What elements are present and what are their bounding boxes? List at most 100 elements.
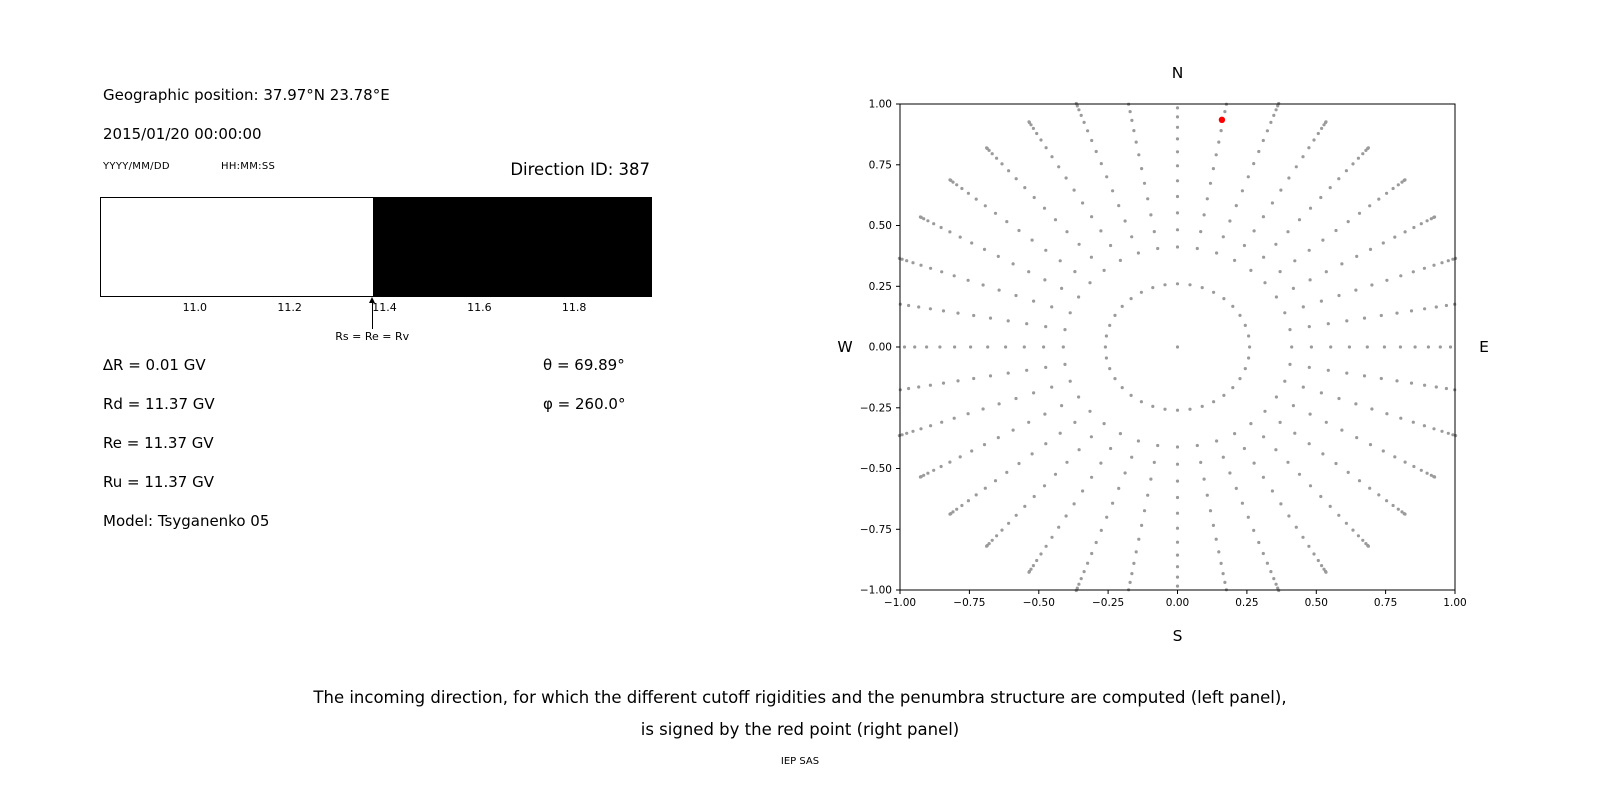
direction-dot (1094, 149, 1098, 154)
direction-dot (1050, 535, 1054, 539)
direction-dot (1064, 176, 1068, 180)
direction-dot (1328, 504, 1332, 508)
direction-dot (1347, 345, 1351, 349)
direction-dot (941, 381, 946, 385)
direction-dot (1434, 305, 1438, 309)
direction-dot (1272, 113, 1276, 117)
compass-east-label: E (1479, 338, 1489, 356)
direction-dot (1151, 404, 1155, 408)
direction-dot (1088, 409, 1092, 413)
direction-dot (1351, 528, 1355, 532)
direction-dot (1007, 169, 1011, 173)
direction-dot (1108, 323, 1112, 327)
direction-dot (1050, 305, 1054, 309)
direction-dot (1175, 575, 1180, 579)
direction-dot (1105, 515, 1109, 519)
direction-dot (1233, 258, 1237, 262)
direction-dot (993, 211, 998, 215)
direction-dot (1223, 580, 1227, 585)
compass-south-label: S (1173, 627, 1183, 645)
direction-dot (983, 204, 987, 208)
direction-dot (1120, 304, 1124, 308)
footer-credit: IEP SAS (780, 756, 820, 767)
direction-dot (1381, 241, 1385, 245)
direction-dot (1130, 235, 1134, 239)
direction-dot (1090, 475, 1094, 479)
direction-dot (1261, 551, 1265, 556)
direction-dot (1419, 468, 1423, 472)
direction-dot (918, 215, 922, 219)
direction-dot (1288, 362, 1292, 366)
direction-dot (1007, 521, 1011, 525)
direction-dot (1042, 345, 1046, 349)
direction-dot (1214, 537, 1218, 541)
direction-dot (1175, 164, 1180, 168)
y-tick-label: −0.75 (860, 524, 892, 536)
direction-dot (1454, 256, 1458, 260)
direction-dot (1263, 409, 1267, 413)
direction-dot (1079, 113, 1083, 117)
direction-dot (1307, 544, 1311, 548)
direction-dot (952, 274, 956, 278)
direction-dot (1329, 345, 1333, 349)
direction-dot (929, 424, 933, 428)
direction-dot (1297, 472, 1302, 476)
direction-dot (1354, 402, 1358, 406)
direction-dot (1240, 501, 1244, 505)
direction-dot (1081, 489, 1085, 493)
direction-dot (1152, 230, 1156, 234)
direction-dot (1195, 246, 1199, 251)
direction-dot (1090, 138, 1094, 143)
direction-dot (1354, 288, 1358, 292)
direction-dot (1050, 385, 1054, 389)
direction-dot (1211, 523, 1215, 527)
direction-dot (1433, 215, 1437, 219)
direction-dot (1044, 442, 1048, 446)
direction-dot (1261, 138, 1265, 143)
direction-dot (919, 427, 923, 431)
direction-dot (1269, 570, 1273, 574)
direction-dot (1345, 371, 1349, 375)
direction-dot (918, 475, 922, 479)
direction-dot (1393, 235, 1397, 239)
direction-dot (1175, 445, 1180, 449)
direction-dot (1357, 211, 1362, 215)
direction-dot (1175, 228, 1180, 232)
direction-dot (1265, 561, 1269, 565)
direction-dot (1022, 345, 1026, 349)
direction-dot (1379, 376, 1383, 381)
direction-dot (932, 468, 936, 472)
direction-dot (1326, 322, 1330, 326)
direction-dot (1086, 129, 1090, 133)
direction-dot (1366, 146, 1370, 150)
direction-dot (1316, 131, 1320, 136)
direction-dot (1400, 180, 1404, 184)
direction-dot (1175, 584, 1180, 588)
direction-dot (1357, 479, 1362, 483)
direction-dot (1454, 434, 1458, 438)
direction-dot (1202, 477, 1206, 481)
direction-dot (1063, 362, 1067, 366)
direction-dot (1017, 228, 1021, 233)
direction-dot (1123, 471, 1127, 475)
direction-dot (1312, 552, 1316, 556)
direction-dot (1403, 460, 1407, 464)
direction-dot (1089, 435, 1093, 439)
direction-dot (1058, 431, 1062, 435)
direction-dot (1109, 243, 1113, 248)
geo-position-label: Geographic position: 37.97°N 23.78°E (103, 86, 390, 104)
direction-dot (1175, 553, 1180, 557)
annotation-phi: φ = 260.0° (543, 395, 626, 413)
direction-dot (1286, 460, 1290, 464)
direction-dot (1294, 165, 1298, 169)
direction-dot (1094, 540, 1098, 545)
direction-dot (1050, 155, 1054, 159)
direction-dot (1077, 108, 1081, 112)
direction-dot (928, 307, 932, 311)
direction-dot (897, 256, 901, 260)
direction-dot (1278, 270, 1282, 274)
direction-dot (1077, 242, 1081, 246)
direction-dot (1368, 247, 1373, 251)
direction-dot (1403, 512, 1407, 516)
direction-dot (1391, 186, 1395, 191)
